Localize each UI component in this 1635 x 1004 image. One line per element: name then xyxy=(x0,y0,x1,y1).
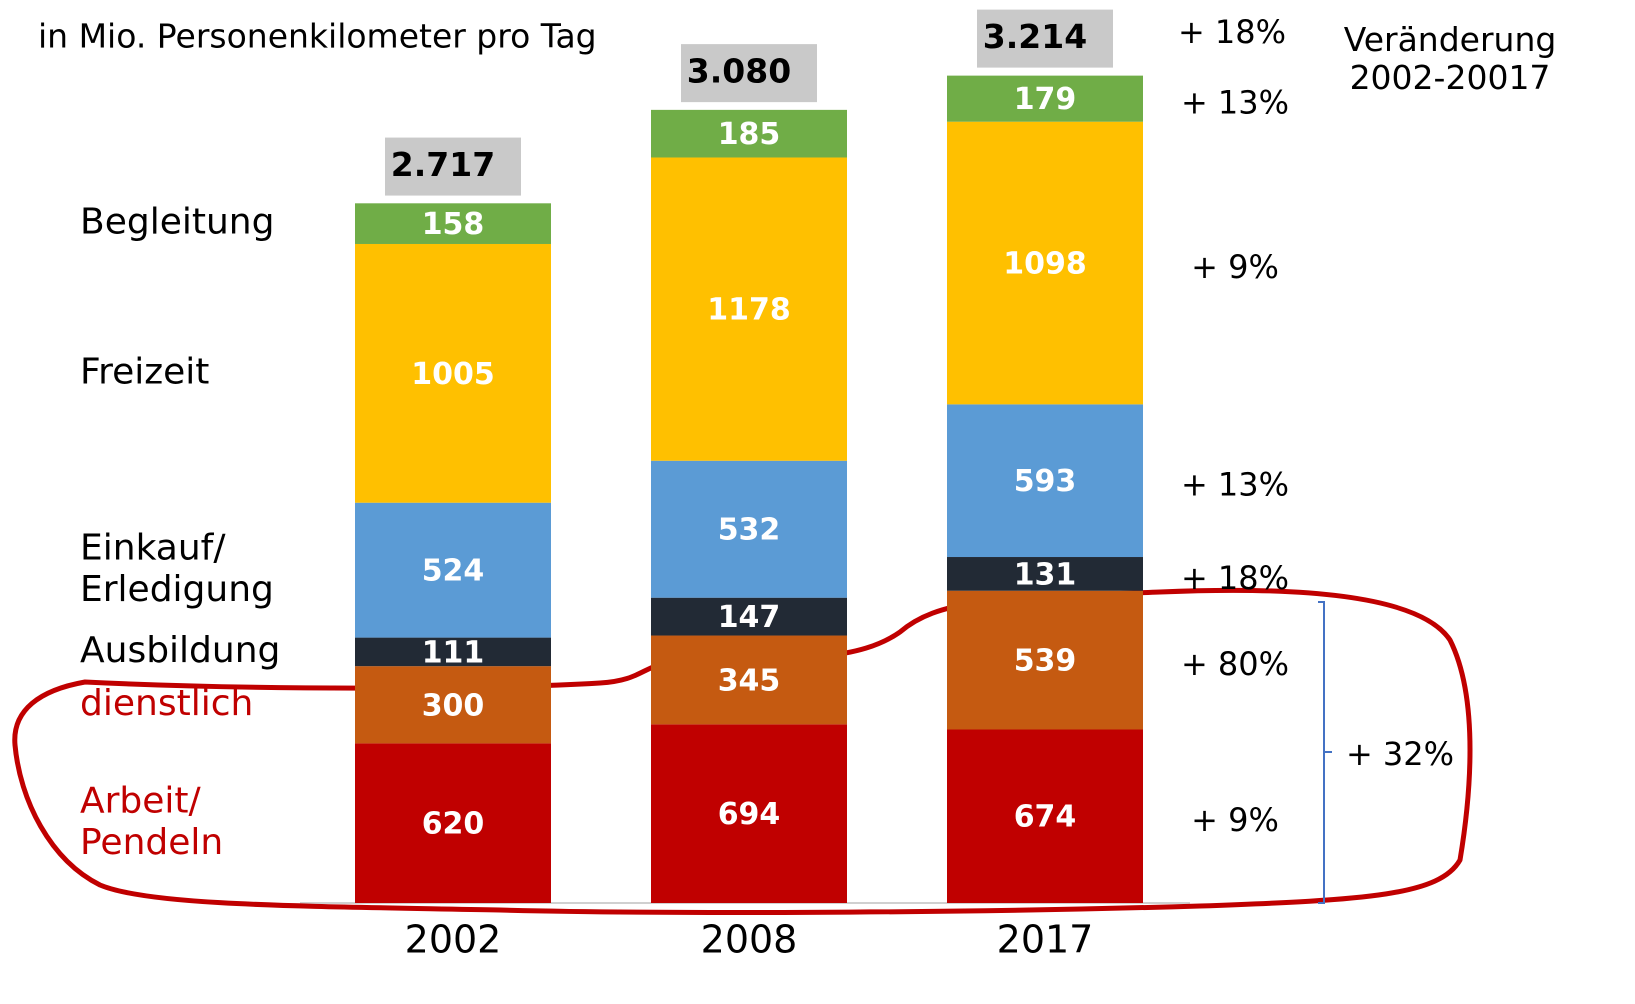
segment-label: 111 xyxy=(422,635,485,670)
segment-label: 620 xyxy=(422,807,485,842)
x-tick-label: 2017 xyxy=(997,918,1094,962)
bar-segment xyxy=(355,502,551,638)
total-change: + 18% xyxy=(1178,13,1286,51)
bar-segment xyxy=(947,729,1143,903)
bar-segment xyxy=(651,460,847,598)
bar-segment xyxy=(947,590,1143,730)
bar-segment xyxy=(355,203,551,244)
bar-segment xyxy=(651,597,847,636)
series-label: Ausbildung xyxy=(80,630,280,671)
change-label: + 80% xyxy=(1181,645,1289,683)
change-title: Veränderung 2002-20017 xyxy=(1344,20,1557,97)
segment-label: 532 xyxy=(718,513,781,548)
bar-segment xyxy=(355,243,551,503)
segment-label: 131 xyxy=(1014,557,1077,592)
series-label: Arbeit/Pendeln xyxy=(80,780,223,862)
segment-label: 1098 xyxy=(1003,247,1087,282)
total-box xyxy=(385,137,521,196)
segment-label: 1005 xyxy=(411,357,495,392)
series-label: Einkauf/Erledigung xyxy=(80,527,274,609)
segment-label: 158 xyxy=(422,207,485,242)
bar-segment xyxy=(651,157,847,461)
segment-label: 300 xyxy=(422,688,485,723)
series-label: Begleitung xyxy=(80,202,274,243)
bar-segment xyxy=(355,637,551,667)
segment-label: 179 xyxy=(1014,82,1077,117)
series-label: Freizeit xyxy=(80,351,209,392)
total-label: 2.717 xyxy=(391,145,495,184)
bar-segment xyxy=(651,109,847,158)
segment-label: 1178 xyxy=(707,293,791,328)
segment-label: 345 xyxy=(718,663,781,698)
change-label: + 9% xyxy=(1191,801,1279,839)
series-label: dienstlich xyxy=(80,683,253,724)
bar-segment xyxy=(947,557,1143,591)
total-label: 3.214 xyxy=(983,17,1087,56)
bar-segment xyxy=(947,75,1143,122)
segment-label: 147 xyxy=(718,600,781,635)
change-label: + 13% xyxy=(1181,466,1289,504)
segment-label: 694 xyxy=(718,797,781,832)
bar-segment xyxy=(355,743,551,903)
total-box xyxy=(681,44,817,103)
chart-title: in Mio. Personenkilometer pro Tag xyxy=(38,17,597,56)
x-tick-label: 2002 xyxy=(405,918,502,962)
bar-segment xyxy=(947,121,1143,405)
segment-label: 674 xyxy=(1014,800,1077,835)
bracket xyxy=(1318,601,1332,904)
segment-label: 539 xyxy=(1014,644,1077,679)
work-change: + 32% xyxy=(1346,735,1454,773)
bar-segment xyxy=(947,404,1143,558)
bar-segment xyxy=(651,635,847,725)
segment-label: 185 xyxy=(718,117,781,152)
change-label: + 18% xyxy=(1181,559,1289,597)
x-tick-label: 2008 xyxy=(701,918,798,962)
total-label: 3.080 xyxy=(687,52,791,91)
bar-segment xyxy=(355,666,551,744)
change-label: + 9% xyxy=(1191,248,1279,286)
segment-label: 524 xyxy=(422,554,485,589)
bar-segment xyxy=(651,724,847,903)
change-label: + 13% xyxy=(1181,84,1289,122)
segment-label: 593 xyxy=(1014,464,1077,499)
total-box xyxy=(977,9,1113,68)
